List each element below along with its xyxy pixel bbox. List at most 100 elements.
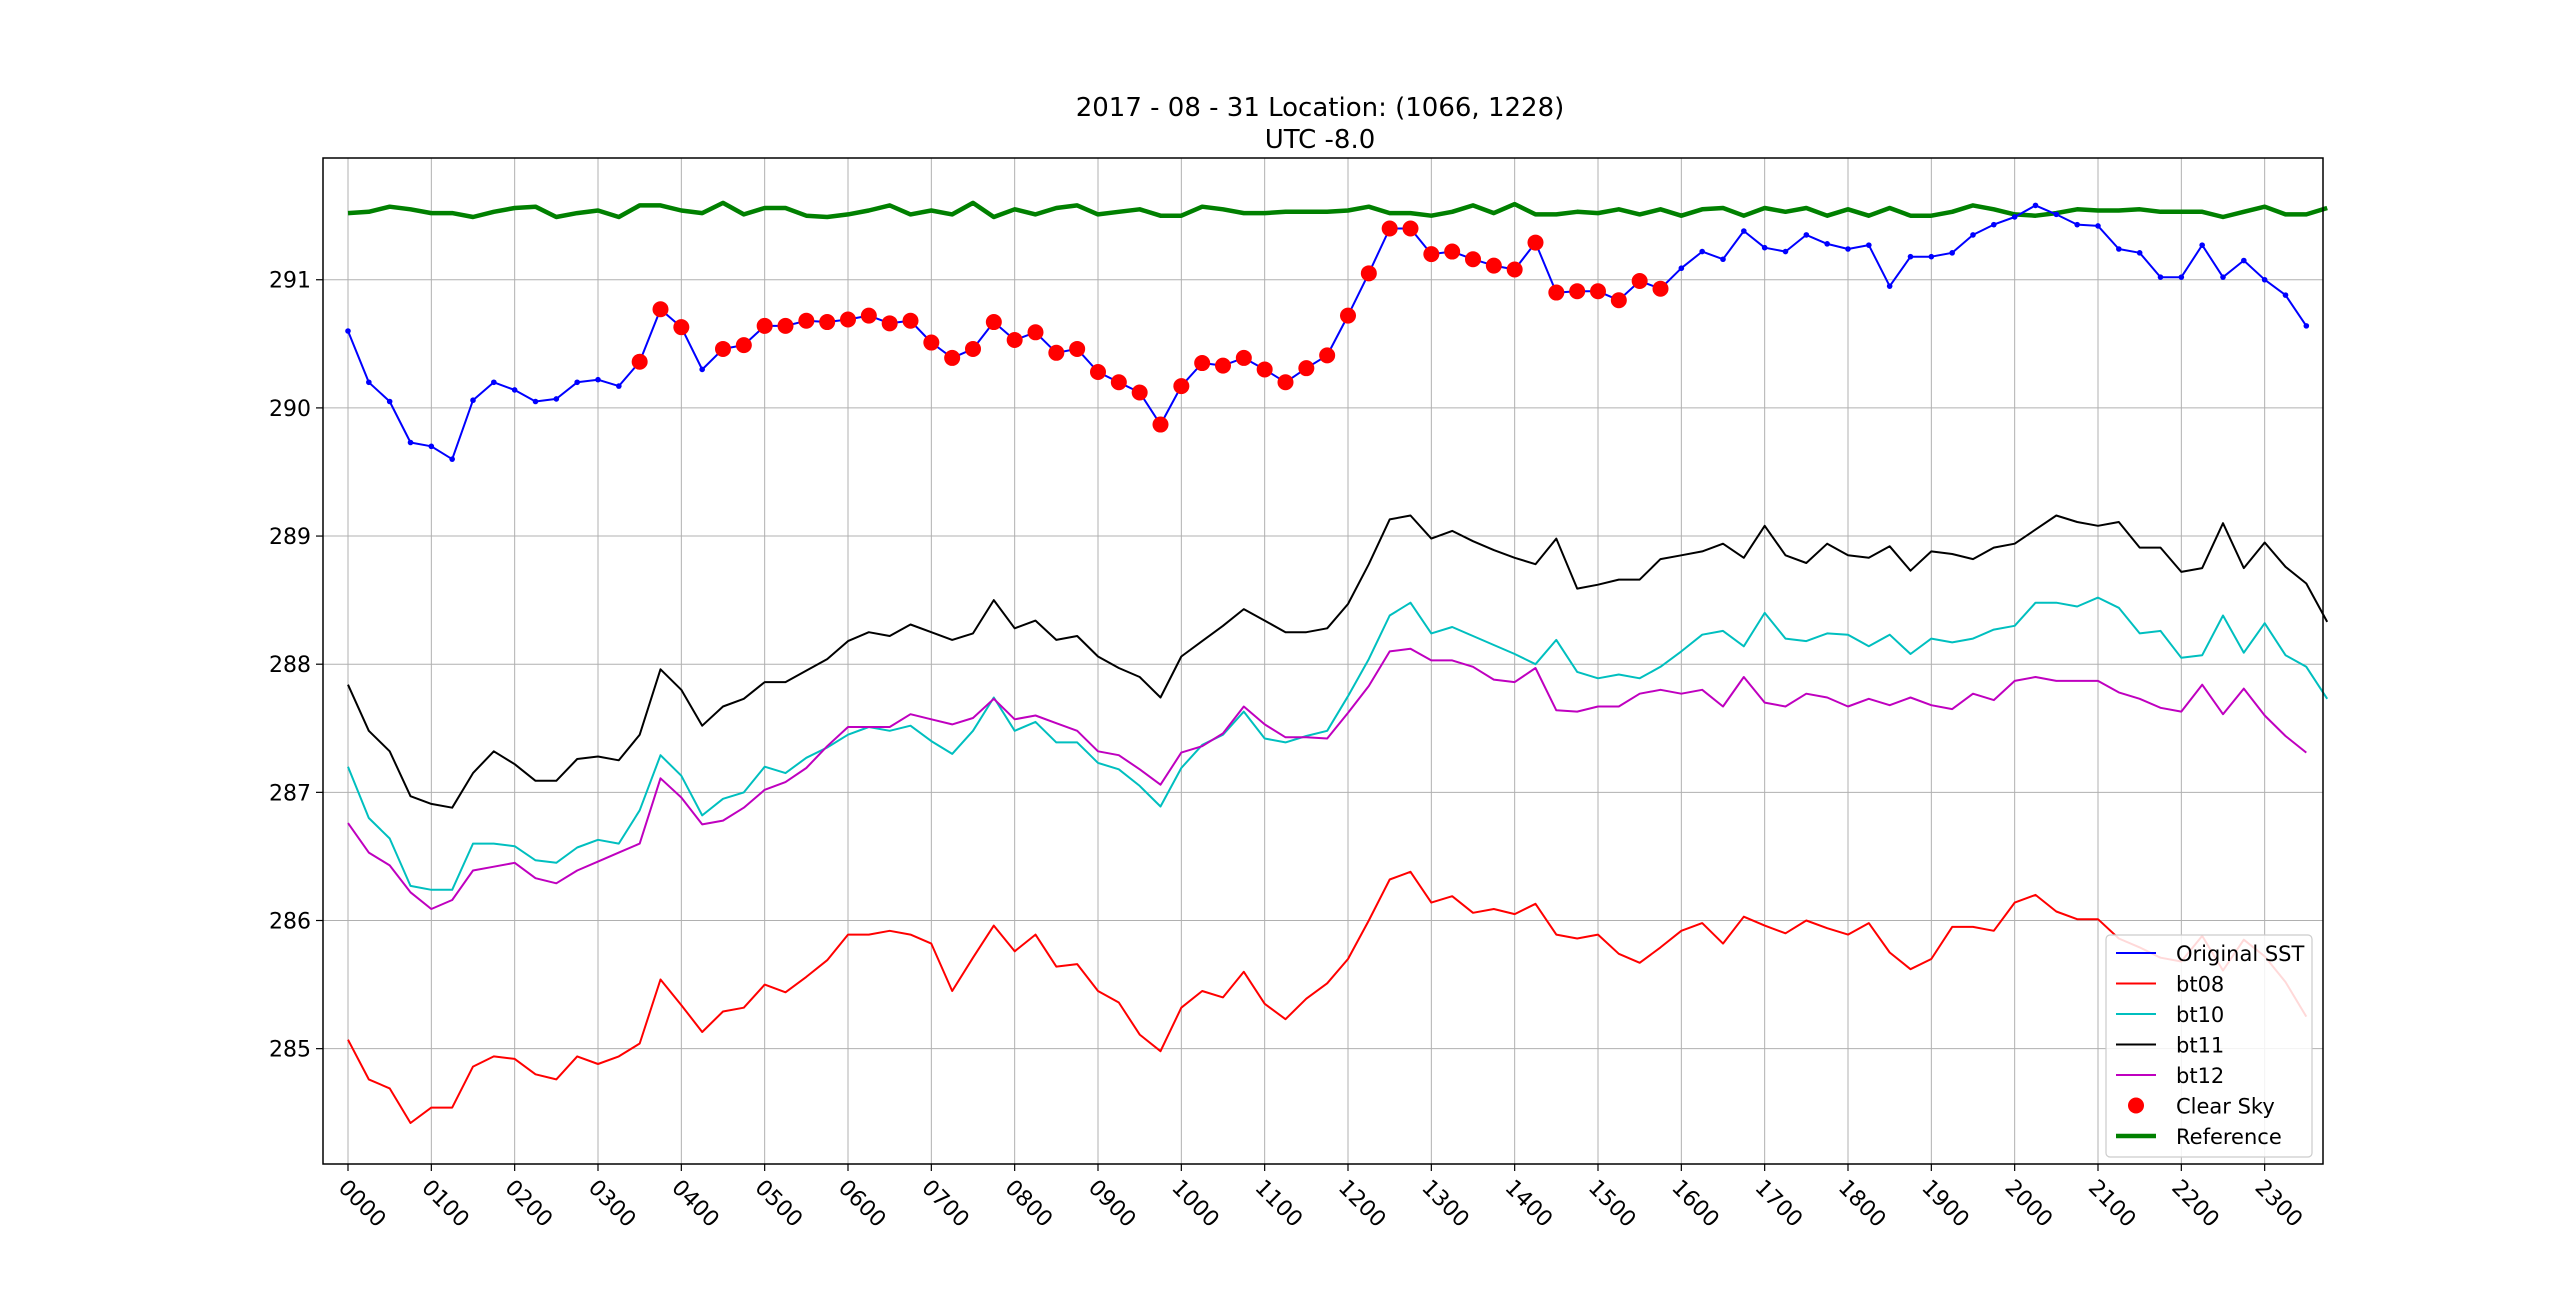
series-original-sst-point bbox=[553, 396, 560, 402]
legend: Original SST bt08 bt10 bt11 bt12 Clear Sky Ref… bbox=[2105, 934, 2313, 1158]
series-clear-sky-point bbox=[1485, 257, 1502, 274]
series-clear-sky-point bbox=[1506, 261, 1523, 278]
series-original-sst-point bbox=[2053, 211, 2060, 218]
series-original-sst-line bbox=[347, 204, 2308, 461]
series-clear-sky-point bbox=[777, 317, 794, 334]
series-clear-sky-point bbox=[1173, 378, 1190, 395]
x-tick-label: 0000 bbox=[333, 1175, 390, 1232]
series-clear-sky-point bbox=[1631, 273, 1648, 290]
legend-label-bt08: bt08 bbox=[2176, 973, 2224, 997]
series-clear-sky-point bbox=[881, 315, 898, 332]
x-tick-label: 1500 bbox=[1583, 1175, 1640, 1232]
x-tick-label: 0900 bbox=[1083, 1175, 1140, 1232]
series-bt11-line bbox=[347, 514, 2329, 809]
series-original-sst-point bbox=[2303, 323, 2310, 329]
series-clear-sky-point bbox=[1194, 355, 1211, 372]
series-clear-sky-point bbox=[1298, 360, 1315, 377]
series-clear-sky-point bbox=[715, 340, 731, 357]
series-bt12-line bbox=[347, 647, 2307, 910]
x-tick-label: 0800 bbox=[1000, 1175, 1057, 1232]
x-tick-label: 0300 bbox=[583, 1175, 640, 1232]
series-original-sst-point bbox=[1761, 244, 1768, 251]
series-original-sst-point bbox=[449, 456, 455, 462]
series-original-sst-point bbox=[1949, 250, 1955, 256]
series-original-sst-point bbox=[1741, 228, 1747, 234]
y-tick-label: 287 bbox=[269, 781, 311, 806]
series-original-sst-point bbox=[2095, 223, 2101, 229]
chart-title: 2017 - 08 - 31 Location: (1066, 1228) bbox=[1076, 93, 1565, 123]
series-clear-sky-point bbox=[798, 312, 815, 329]
chart-subtitle: UTC -8.0 bbox=[1265, 125, 1376, 155]
legend-marker-clear-sky bbox=[2128, 1097, 2144, 1114]
legend-label-bt10: bt10 bbox=[2176, 1003, 2224, 1027]
series-original-sst-point bbox=[1824, 241, 1830, 247]
x-tick-label: 0400 bbox=[666, 1175, 723, 1232]
series-clear-sky-point bbox=[1277, 374, 1294, 391]
series-original-sst-point bbox=[1782, 248, 1789, 255]
series-reference-line bbox=[347, 200, 2328, 220]
series-clear-sky-point bbox=[673, 319, 690, 336]
y-tick-label: 285 bbox=[269, 1038, 311, 1063]
legend-label-bt11: bt11 bbox=[2176, 1034, 2224, 1058]
legend-label-reference: Reference bbox=[2176, 1125, 2282, 1149]
series-clear-sky-point bbox=[1090, 364, 1106, 381]
series-original-sst-point bbox=[2178, 274, 2185, 280]
series-original-sst-point bbox=[2136, 250, 2143, 256]
plot-frame bbox=[322, 157, 2324, 1165]
series-clear-sky-point bbox=[1402, 220, 1419, 237]
series-original-sst-point bbox=[491, 379, 497, 386]
x-tick-label: 0200 bbox=[500, 1175, 557, 1232]
series-clear-sky-point bbox=[902, 312, 919, 329]
series-original-sst-point bbox=[511, 387, 518, 393]
series-original-sst-point bbox=[1928, 253, 1935, 260]
x-tick-label: 1900 bbox=[1916, 1175, 1973, 1232]
series-clear-sky-point bbox=[1048, 344, 1065, 361]
series-original-sst-point bbox=[616, 383, 622, 389]
series-clear-sky-point bbox=[944, 349, 961, 366]
x-tick-label: 2300 bbox=[2250, 1175, 2307, 1232]
x-tick-label: 0700 bbox=[916, 1175, 973, 1232]
x-tick-label: 2200 bbox=[2166, 1175, 2223, 1232]
series-original-sst-point bbox=[2282, 292, 2289, 298]
series-clear-sky-point bbox=[631, 353, 648, 370]
series-clear-sky-point bbox=[1235, 349, 1252, 366]
series-clear-sky-point bbox=[1152, 416, 1169, 433]
series-clear-sky-point bbox=[1590, 283, 1606, 300]
series-original-sst-point bbox=[1803, 232, 1810, 238]
series-original-sst-point bbox=[2261, 276, 2268, 283]
legend-label-original-sst: Original SST bbox=[2176, 942, 2305, 966]
series-original-sst-point bbox=[428, 443, 435, 450]
series-original-sst-point bbox=[574, 379, 580, 386]
series-clear-sky-point bbox=[735, 337, 752, 354]
series-clear-sky-point bbox=[1360, 265, 1377, 282]
x-tick-label: 1600 bbox=[1666, 1175, 1723, 1232]
series-clear-sky-point bbox=[819, 314, 836, 331]
series-original-sst-point bbox=[1699, 248, 1705, 255]
series-original-sst-point bbox=[2157, 274, 2164, 280]
x-tick-label: 1100 bbox=[1250, 1175, 1307, 1232]
series-original-sst-point bbox=[2011, 214, 2018, 220]
series-clear-sky-point bbox=[1381, 220, 1398, 237]
x-tick-label: 0100 bbox=[416, 1175, 473, 1232]
series-clear-sky-point bbox=[1548, 284, 1565, 301]
x-tick-label: 0500 bbox=[750, 1175, 807, 1232]
series-clear-sky-point bbox=[1610, 292, 1627, 309]
series-clear-sky-point bbox=[1444, 243, 1461, 260]
x-tick-label: 0600 bbox=[833, 1175, 890, 1232]
x-tick-label: 1800 bbox=[1833, 1175, 1890, 1232]
series-original-sst-point bbox=[366, 379, 372, 386]
series-clear-sky-point bbox=[860, 307, 877, 324]
legend-box bbox=[2105, 934, 2313, 1158]
series-clear-sky-point bbox=[1569, 283, 1586, 300]
series-clear-sky-point bbox=[1527, 234, 1544, 251]
series-clear-sky-point bbox=[1652, 280, 1669, 297]
x-tick-label: 1400 bbox=[1500, 1175, 1557, 1232]
tick-layer: 0000 0100 0200 0300 0400 0500 0600 0700 0800 0900… bbox=[269, 269, 2307, 1233]
series-original-sst-point bbox=[470, 397, 476, 404]
series-clear-sky-point bbox=[985, 314, 1002, 331]
y-tick-label: 286 bbox=[269, 910, 311, 935]
series-clear-sky-point bbox=[1006, 331, 1023, 348]
series-original-sst-point bbox=[2116, 246, 2122, 252]
x-tick-label: 1700 bbox=[1750, 1175, 1807, 1232]
y-tick-label: 291 bbox=[269, 269, 311, 294]
